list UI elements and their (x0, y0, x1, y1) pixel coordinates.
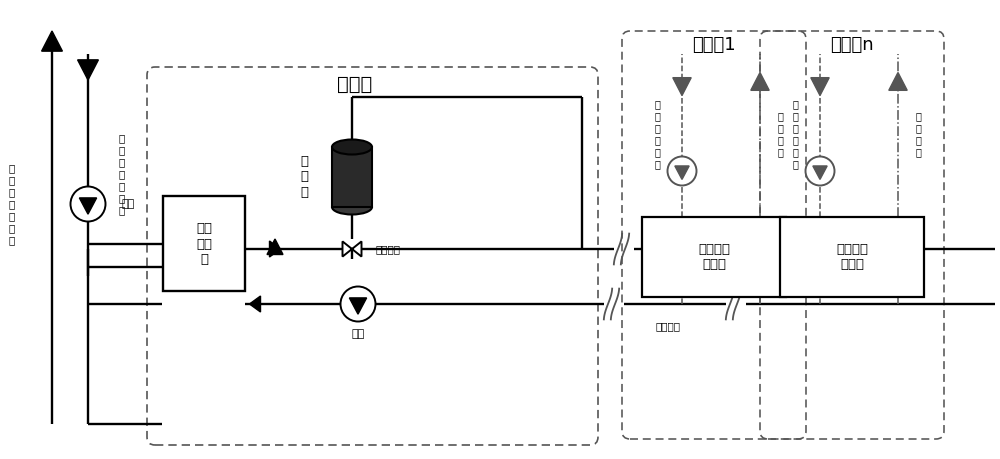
Ellipse shape (332, 140, 372, 155)
Text: 热力站n: 热力站n (830, 36, 874, 54)
Text: 二
次
供
水: 二 次 供 水 (916, 111, 922, 157)
Bar (163, 196, 245, 291)
Text: 一次供水: 一次供水 (375, 244, 400, 254)
Text: 一次回水: 一次回水 (655, 321, 680, 331)
Polygon shape (78, 60, 98, 80)
Text: 水水
换热
器: 水水 换热 器 (196, 222, 212, 266)
Text: 二
次
回
水
水
泵: 二 次 回 水 水 泵 (792, 99, 798, 169)
Circle shape (340, 286, 376, 321)
Polygon shape (267, 239, 283, 254)
Polygon shape (349, 298, 367, 314)
Polygon shape (79, 198, 97, 214)
Circle shape (668, 157, 696, 185)
Polygon shape (342, 241, 362, 257)
Polygon shape (249, 296, 260, 312)
Polygon shape (270, 241, 280, 257)
Text: 热力站1: 热力站1 (692, 36, 736, 54)
Polygon shape (813, 166, 827, 179)
Text: 压缩式换
热机组: 压缩式换 热机组 (698, 243, 730, 271)
Polygon shape (673, 78, 691, 95)
Polygon shape (675, 166, 689, 179)
Text: 二
次
供
水: 二 次 供 水 (778, 111, 784, 157)
Polygon shape (811, 78, 829, 95)
Circle shape (70, 186, 106, 222)
Text: 蓄
热
罐: 蓄 热 罐 (300, 155, 308, 199)
Bar (642, 217, 786, 297)
Bar (332, 147, 372, 207)
Bar (780, 217, 924, 297)
Polygon shape (751, 73, 769, 90)
Text: 二
次
回
水
水
泵: 二 次 回 水 水 泵 (654, 99, 660, 169)
Text: 热源站: 热源站 (337, 75, 373, 94)
Text: 水泵: 水泵 (122, 199, 135, 209)
Circle shape (805, 157, 834, 185)
Text: 废
热
或
地
热
回
水: 废 热 或 地 热 回 水 (9, 163, 15, 245)
Text: 废
热
或
地
热
供
水: 废 热 或 地 热 供 水 (119, 133, 125, 215)
Polygon shape (889, 73, 907, 90)
Text: 水泵: 水泵 (351, 329, 365, 339)
Ellipse shape (332, 200, 372, 214)
Polygon shape (42, 31, 62, 51)
Text: 压缩式换
热机组: 压缩式换 热机组 (836, 243, 868, 271)
